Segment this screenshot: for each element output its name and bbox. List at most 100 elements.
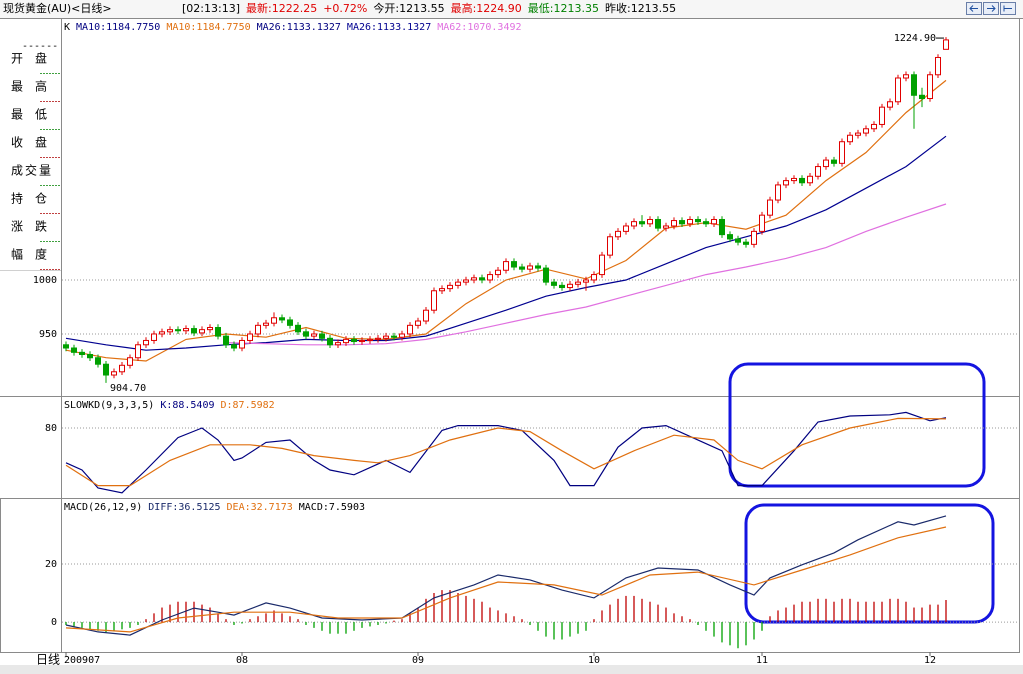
header-bar (0, 0, 1023, 18)
candle-body (479, 277, 485, 281)
candle-body (671, 220, 677, 227)
line-series (65, 411, 947, 494)
candle-body (407, 324, 413, 335)
candle-body (295, 324, 301, 333)
side-label: 持仓 (11, 191, 59, 206)
candle-body (487, 274, 493, 281)
candle-body (223, 335, 229, 346)
candle-body (287, 319, 293, 326)
candle-body (415, 320, 421, 326)
candle-body (887, 101, 893, 108)
candle-body (807, 175, 813, 184)
x-tick-label: 11 (756, 655, 768, 666)
legend-label: 最低:1213.35 (528, 2, 599, 15)
candle-body (575, 281, 581, 285)
candle-body (903, 74, 909, 79)
candle-body (615, 230, 621, 238)
candle-body (935, 56, 941, 76)
legend-label: MA10:1184.7750 (76, 22, 160, 33)
candle-body (831, 159, 837, 164)
candle-body (551, 281, 557, 286)
candle-body (687, 218, 693, 225)
side-label: 开盘 (11, 51, 59, 66)
side-label: 最低 (11, 108, 59, 122)
candle-body (583, 279, 589, 283)
candle-body (855, 132, 861, 136)
candle-body (63, 344, 69, 349)
candle-body (679, 220, 685, 225)
low-annotation: 904.70 (110, 383, 146, 394)
legend-label: K (64, 22, 70, 33)
candle-body (663, 225, 669, 229)
candle-body (911, 74, 917, 96)
candle-body (255, 324, 261, 335)
candle-body (623, 225, 629, 232)
candle-body (559, 284, 565, 289)
candle-body (167, 329, 173, 333)
y-tick-label: 0 (51, 617, 57, 628)
legend-label: K:88.5409 (160, 400, 214, 411)
candle-body (71, 347, 77, 353)
line-series (65, 135, 947, 351)
candle-body (231, 344, 237, 349)
candle-body (799, 177, 805, 184)
line-series (65, 79, 947, 362)
legend-label: SLOWKD(9,3,3,5) (64, 400, 154, 411)
candle-body (735, 238, 741, 243)
legend-label: +0.72% (323, 2, 367, 15)
legend-label: MA26:1133.1327 (257, 22, 341, 33)
side-label: 收盘 (11, 135, 59, 150)
candle-body (599, 254, 605, 276)
candle-body (103, 363, 109, 376)
candle-body (207, 326, 213, 331)
legend-label: DIFF:36.5125 (148, 502, 220, 513)
candle-body (455, 281, 461, 286)
candle-body (135, 344, 141, 359)
candle-body (631, 221, 637, 227)
candle-body (711, 218, 717, 225)
legend-label: 最高:1224.90 (451, 1, 522, 15)
candle-body (471, 277, 477, 281)
candle-body (183, 328, 189, 332)
legend-label: DEA:32.7173 (227, 502, 293, 513)
period-label: 日线 (36, 653, 60, 667)
candle-body (879, 106, 885, 125)
close-icon (1003, 5, 1012, 12)
candle-body (783, 180, 789, 186)
candle-body (87, 353, 93, 359)
candle-body (367, 338, 373, 341)
x-tick-label: 08 (236, 655, 248, 666)
candle-body (375, 337, 381, 340)
candle-body (399, 333, 405, 338)
candle-body (695, 218, 701, 223)
status-bar (0, 665, 1023, 674)
line-series (65, 515, 947, 636)
legend-label: MA10:1184.7750 (166, 22, 250, 33)
window-title: 现货黄金(AU)<日线> (3, 1, 112, 15)
candle-body (847, 134, 853, 143)
legend-label: D:87.5982 (221, 400, 275, 411)
next-icon (987, 5, 996, 12)
candle-body (607, 236, 613, 256)
candle-body (111, 371, 117, 376)
legend-label: MACD(26,12,9) (64, 502, 142, 513)
candle-body (639, 221, 645, 225)
legend-label: 最新:1222.25 (246, 1, 317, 15)
candle-body (199, 329, 205, 334)
candle-body (919, 94, 925, 100)
candle-body (159, 331, 165, 335)
x-tick-label: 200907 (64, 655, 100, 666)
candle-body (871, 123, 877, 130)
candle-body (127, 357, 133, 366)
line-series (65, 526, 947, 633)
candle-body (767, 199, 773, 216)
candle-body (447, 284, 453, 290)
candle-body (95, 357, 101, 365)
candle-body (743, 241, 749, 245)
candle-body (151, 333, 157, 341)
legend-label: 今开:1213.55 (373, 1, 444, 15)
side-dash: ------ (22, 41, 58, 52)
candle-body (927, 74, 933, 100)
